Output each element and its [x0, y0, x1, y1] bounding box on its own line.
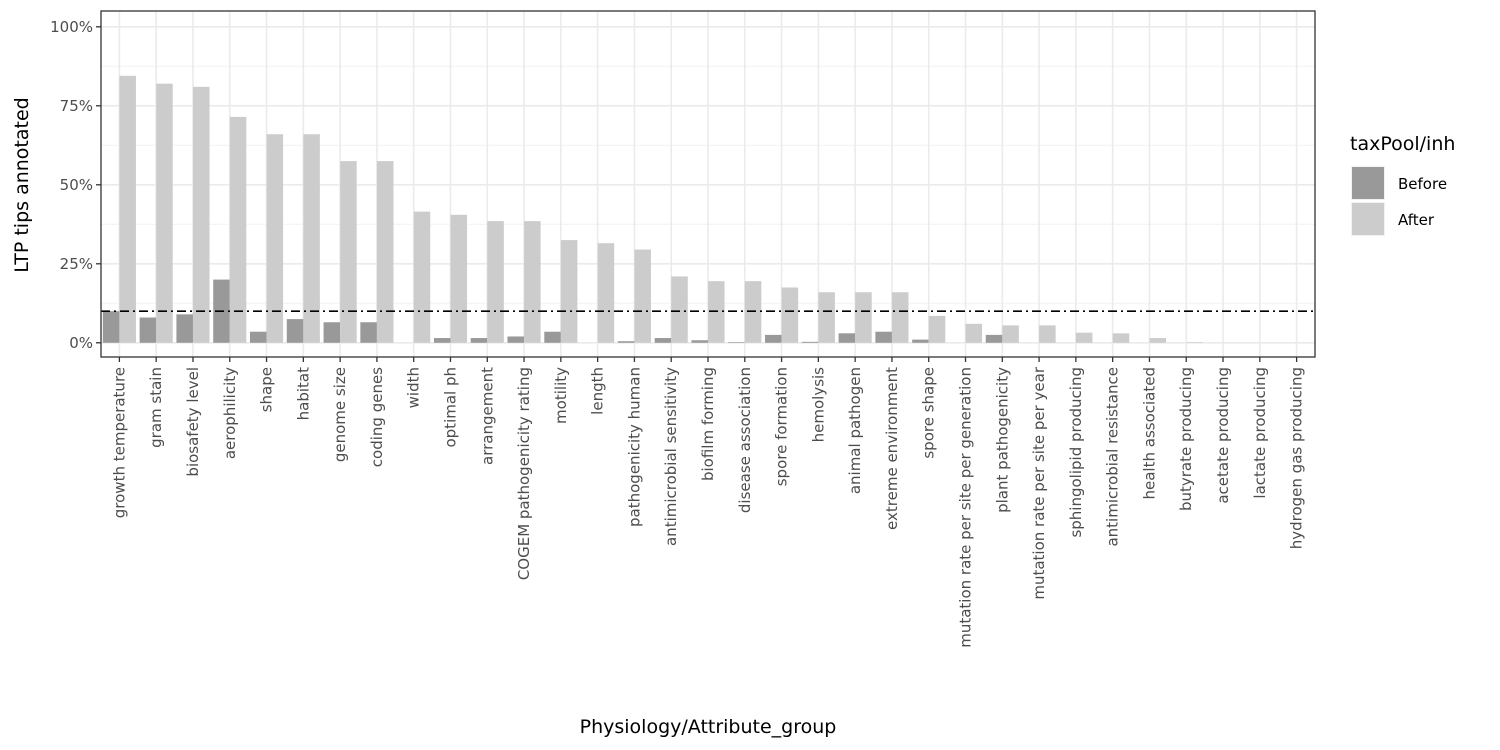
- x-tick-label: COGEM pathogenicity rating: [515, 367, 533, 580]
- bar-before: [360, 322, 377, 343]
- x-tick-label: acetate producing: [1214, 367, 1232, 504]
- bar-before: [433, 338, 451, 343]
- bar-after: [1112, 333, 1130, 343]
- bar-before: [176, 314, 193, 343]
- bar-after: [192, 86, 210, 343]
- legend-swatch-after: [1352, 203, 1384, 235]
- bar-after: [1149, 338, 1167, 343]
- bar-after: [119, 75, 136, 343]
- x-tick-label: health associated: [1140, 367, 1158, 500]
- x-tick-label: mutation rate per site per year: [1030, 366, 1048, 599]
- x-tick-label: mutation rate per site per generation: [957, 367, 975, 648]
- bar-before: [838, 333, 856, 343]
- bar-after: [450, 214, 468, 343]
- x-tick-label: length: [589, 367, 607, 415]
- legend-title: taxPool/inh: [1350, 133, 1455, 155]
- legend-label-before: Before: [1398, 175, 1447, 193]
- x-tick-label: width: [405, 367, 423, 408]
- x-tick-label: aerophilicity: [221, 367, 239, 459]
- bar-before: [249, 331, 267, 343]
- x-tick-label: spore formation: [773, 367, 791, 486]
- bar-after: [671, 276, 688, 343]
- x-tick-label: coding genes: [368, 367, 386, 467]
- bar-before: [985, 334, 1003, 343]
- bar-before: [617, 341, 635, 343]
- x-tick-label: hydrogen gas producing: [1288, 367, 1306, 549]
- x-tick-label: pathogenicity human: [625, 367, 643, 527]
- bar-after: [818, 292, 835, 343]
- bar-before: [875, 331, 892, 343]
- bar-before: [728, 342, 745, 343]
- bar-after: [376, 161, 394, 343]
- legend-label-after: After: [1398, 211, 1435, 229]
- x-tick-label: animal pathogen: [846, 367, 864, 494]
- x-tick-label: butyrate producing: [1177, 367, 1195, 511]
- legend: taxPool/inh Before After: [1350, 133, 1455, 236]
- bar-after: [781, 287, 799, 343]
- y-tick-label: 100%: [50, 18, 93, 36]
- x-tick-label: habitat: [294, 367, 312, 420]
- x-tick-label: spore shape: [920, 367, 938, 459]
- bar-after: [229, 116, 247, 343]
- x-tick-label: genome size: [331, 367, 349, 462]
- bar-after: [156, 83, 173, 343]
- y-axis-ticks: 0% 25% 50% 75% 100%: [50, 18, 101, 352]
- bar-before: [544, 331, 561, 343]
- x-tick-label: arrangement: [478, 367, 496, 465]
- bar-after: [1039, 325, 1056, 343]
- bar-after: [597, 243, 615, 343]
- x-tick-label: optimal ph: [441, 367, 459, 448]
- x-axis-ticks: growth temperature gram stain biosafety le…: [110, 357, 1306, 648]
- x-tick-label: biosafety level: [184, 367, 202, 477]
- bar-after: [413, 211, 431, 343]
- bar-before: [801, 341, 819, 343]
- bar-after: [524, 221, 541, 343]
- plot-area: [100, 10, 1316, 358]
- x-tick-label: hemolysis: [809, 367, 827, 443]
- bar-after: [1186, 342, 1203, 343]
- x-tick-label: disease association: [736, 367, 754, 513]
- bar-before: [470, 338, 488, 343]
- x-tick-label: motility: [552, 367, 570, 424]
- bar-after: [855, 292, 872, 343]
- x-tick-label: growth temperature: [110, 367, 128, 518]
- x-tick-label: extreme environment: [883, 367, 901, 530]
- bar-before: [912, 339, 929, 343]
- bar-after: [1002, 325, 1019, 343]
- x-tick-label: biofilm forming: [699, 367, 717, 481]
- bar-after: [340, 161, 357, 343]
- bar-after: [266, 134, 284, 343]
- y-tick-label: 0%: [69, 334, 93, 352]
- bar-before: [139, 317, 157, 343]
- bar-before: [765, 334, 782, 343]
- bar-after: [560, 240, 578, 343]
- x-tick-label: antimicrobial resistance: [1104, 367, 1122, 547]
- x-tick-label: plant pathogenicity: [993, 367, 1011, 513]
- bar-after: [303, 134, 320, 343]
- y-tick-label: 75%: [60, 97, 93, 115]
- bar-before: [102, 311, 120, 343]
- y-tick-label: 25%: [60, 255, 93, 273]
- bar-after: [634, 249, 651, 343]
- y-axis-title: LTP tips annotated: [11, 97, 33, 272]
- bar-before: [691, 340, 708, 343]
- x-tick-label: lactate producing: [1251, 367, 1269, 499]
- bar-before: [286, 319, 304, 343]
- bar-after: [928, 315, 946, 343]
- bar-after: [965, 323, 983, 343]
- bar-before: [323, 322, 341, 343]
- x-axis-title: Physiology/Attribute_group: [580, 716, 837, 738]
- bar-before: [654, 338, 672, 343]
- bar-after: [487, 221, 504, 343]
- x-tick-label: antimicrobial sensitivity: [662, 367, 680, 546]
- bar-after: [1075, 332, 1093, 343]
- bar-after: [891, 292, 909, 343]
- x-tick-label: gram stain: [147, 367, 165, 448]
- legend-swatch-before: [1352, 167, 1384, 199]
- y-tick-label: 50%: [60, 176, 93, 194]
- bar-before: [507, 336, 525, 343]
- x-tick-label: sphingolipid producing: [1067, 367, 1085, 538]
- x-tick-label: shape: [258, 367, 276, 412]
